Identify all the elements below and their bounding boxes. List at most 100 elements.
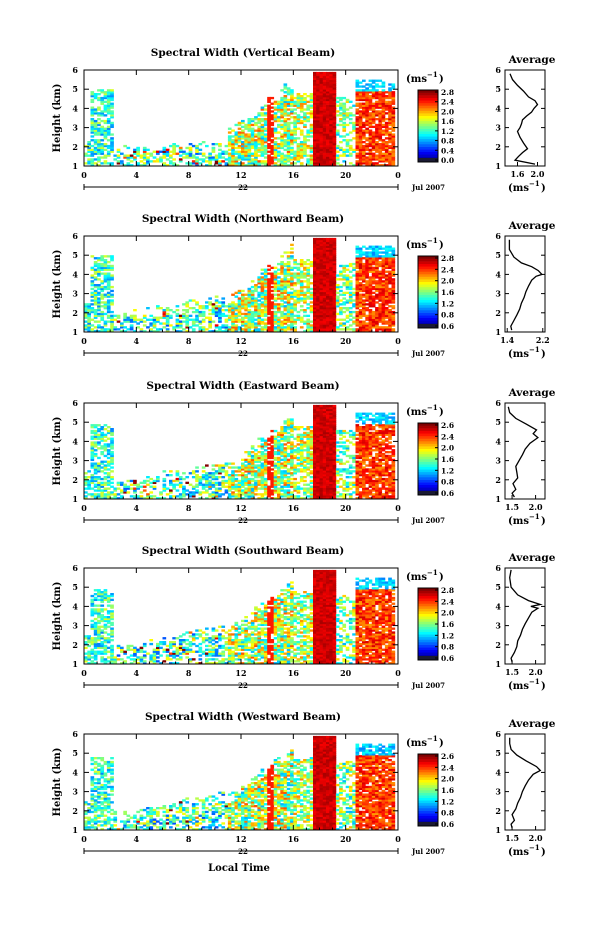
heatmap-cell: [254, 309, 258, 311]
heatmap-cell: [300, 95, 304, 97]
heatmap-cell: [300, 116, 304, 118]
heatmap-cell: [241, 486, 245, 488]
heatmap-cell: [163, 486, 167, 488]
heatmap-cell: [97, 107, 101, 109]
heatmap-cell: [110, 486, 114, 488]
heatmap-cell: [280, 89, 284, 91]
heatmap-cell: [123, 484, 127, 486]
heatmap-cell: [274, 294, 278, 296]
heatmap-cell: [333, 143, 337, 145]
heatmap-cell: [100, 114, 104, 116]
heatmap-cell: [365, 261, 369, 263]
heatmap-cell: [189, 326, 193, 328]
heatmap-cell: [257, 280, 261, 282]
heatmap-cell: [182, 321, 186, 323]
heatmap-cell: [392, 124, 396, 126]
heatmap-cell: [251, 311, 255, 313]
average-profile-line: [510, 74, 538, 164]
heatmap-cell: [110, 124, 114, 126]
heatmap-cell: [241, 141, 245, 143]
heatmap-cell: [290, 156, 294, 158]
heatmap-cell: [100, 162, 104, 164]
heatmap-cell: [179, 495, 183, 497]
heatmap-cell: [100, 263, 104, 265]
x-tick-label: 8: [186, 170, 192, 180]
heatmap-cell: [388, 83, 392, 85]
heatmap-cell: [107, 261, 111, 263]
heatmap-cell: [218, 488, 222, 490]
heatmap-cell: [123, 145, 127, 147]
heatmap-cell: [117, 328, 121, 330]
average-unit-close: ): [541, 183, 546, 194]
heatmap-cell: [270, 472, 274, 474]
heatmap-cell: [248, 290, 252, 292]
heatmap-cell: [392, 153, 396, 155]
heatmap-cell: [228, 149, 232, 151]
heatmap-cell: [166, 328, 170, 330]
heatmap-cell: [195, 486, 199, 488]
heatmap-cell: [356, 160, 360, 162]
heatmap-cell: [270, 457, 274, 459]
heatmap-cell: [261, 124, 265, 126]
heatmap-cell: [146, 156, 150, 158]
heatmap-cell: [284, 139, 288, 141]
heatmap-cell: [104, 440, 108, 442]
colorbar-unit-exp: −1: [427, 236, 438, 245]
heatmap-cell: [287, 87, 291, 89]
heatmap-cell: [100, 110, 104, 112]
heatmap-cell: [342, 319, 346, 321]
colorbar-tick-label: 2.0: [441, 107, 454, 116]
heatmap-cell: [185, 489, 189, 491]
heatmap-cell: [290, 267, 294, 269]
heatmap-cell: [339, 309, 343, 311]
heatmap-cell: [385, 141, 389, 143]
heatmap-cell: [238, 466, 242, 468]
heatmap-cell: [235, 309, 239, 311]
heatmap-cell: [326, 238, 330, 240]
heatmap-cell: [320, 153, 324, 155]
heatmap-cell: [248, 309, 252, 311]
heatmap-cell: [235, 124, 239, 126]
heatmap-cell: [238, 133, 242, 135]
heatmap-cell: [91, 466, 95, 468]
colorbar-tick-label: 0.8: [441, 311, 454, 320]
heatmap-cell: [104, 133, 108, 135]
heatmap-cell: [333, 328, 337, 330]
heatmap-cell: [392, 91, 396, 93]
average-title: Average: [508, 220, 556, 232]
heatmap-cell: [326, 319, 330, 321]
heatmap-cell: [153, 486, 157, 488]
heatmap-cell: [91, 118, 95, 120]
heatmap-cell: [149, 153, 153, 155]
heatmap-cell: [359, 95, 363, 97]
heatmap-cell: [284, 85, 288, 87]
heatmap-cell: [104, 114, 108, 116]
heatmap-cell: [339, 322, 343, 324]
heatmap-cell: [208, 495, 212, 497]
heatmap-cell: [306, 259, 310, 261]
heatmap-cell: [329, 76, 333, 78]
colorbar-swatch: [418, 93, 438, 96]
heatmap-cell: [140, 491, 144, 493]
heatmap-cell: [392, 251, 396, 253]
heatmap-cell: [140, 495, 144, 497]
heatmap-cell: [362, 162, 366, 164]
heatmap-cell: [385, 307, 389, 309]
heatmap-cell: [212, 143, 216, 145]
heatmap-cell: [359, 114, 363, 116]
heatmap-cell: [208, 162, 212, 164]
heatmap-cell: [166, 474, 170, 476]
heatmap-cell: [97, 463, 101, 465]
heatmap-cell: [313, 299, 317, 301]
heatmap-cell: [284, 301, 288, 303]
heatmap-cell: [113, 155, 117, 157]
heatmap-cell: [293, 273, 297, 275]
heatmap-cell: [100, 326, 104, 328]
heatmap-cell: [261, 112, 265, 114]
heatmap-cell: [342, 124, 346, 126]
heatmap-cell: [287, 299, 291, 301]
heatmap-cell: [320, 105, 324, 107]
heatmap-cell: [215, 476, 219, 478]
heatmap-cell: [149, 478, 153, 480]
colorbar-swatch: [418, 123, 438, 126]
